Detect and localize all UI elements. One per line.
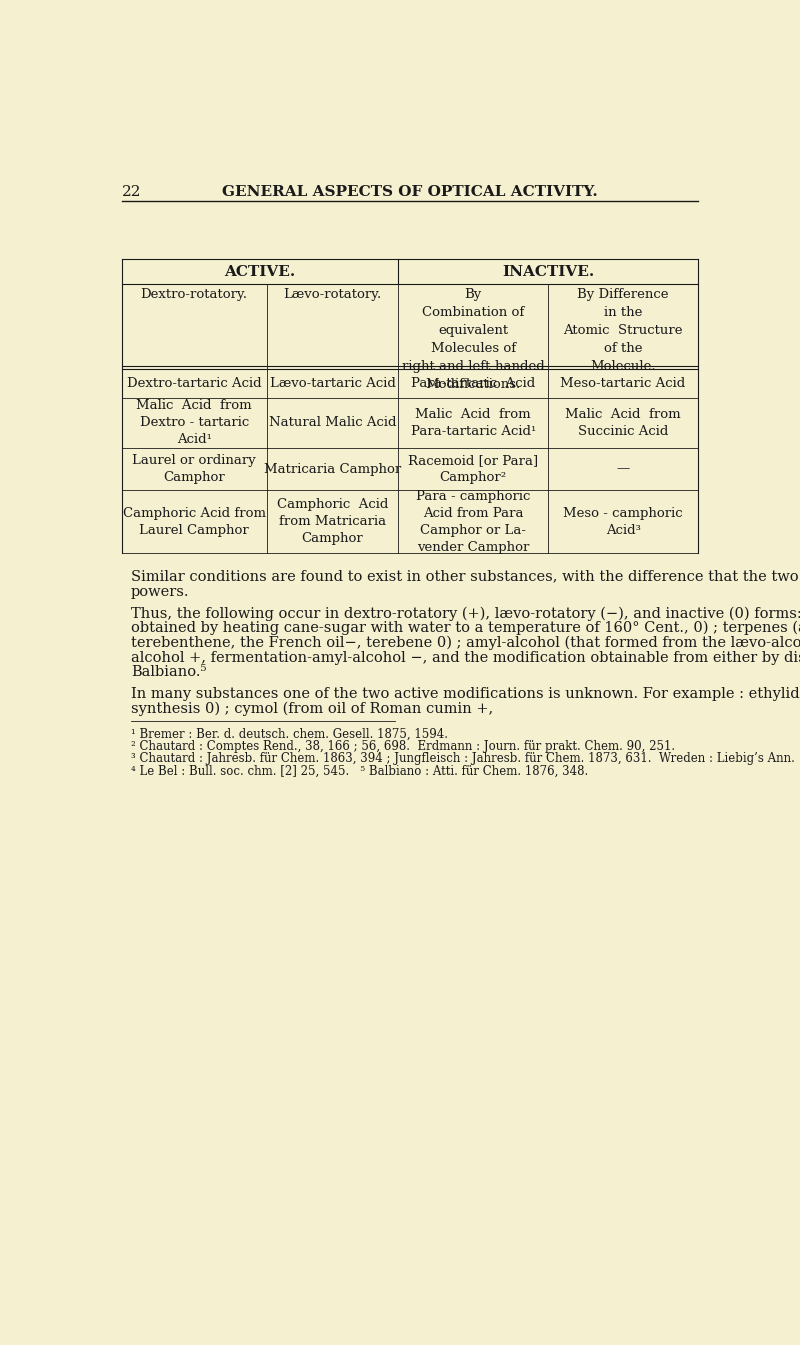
Text: synthesis 0) ; cymol (from oil of Roman cumin +,: synthesis 0) ; cymol (from oil of Roman … [131, 701, 494, 716]
Text: —: — [617, 463, 630, 476]
Text: Malic  Acid  from
Para-tartaric Acid¹: Malic Acid from Para-tartaric Acid¹ [410, 408, 536, 438]
Text: Racemoid [or Para]
Camphor²: Racemoid [or Para] Camphor² [408, 455, 538, 484]
Text: By Difference
in the
Atomic  Structure
of the
Molecule.: By Difference in the Atomic Structure of… [563, 288, 683, 374]
Text: ⁴ Le Bel : Bull. soc. chm. [2] 25, 545.   ⁵ Balbiano : Atti. für Chem. 1876, 348: ⁴ Le Bel : Bull. soc. chm. [2] 25, 545. … [131, 764, 588, 777]
Text: By
Combination of
equivalent
Molecules of
right and left-handed
Modifications.: By Combination of equivalent Molecules o… [402, 288, 545, 391]
Text: Meso - camphoric
Acid³: Meso - camphoric Acid³ [563, 507, 683, 537]
Text: INACTIVE.: INACTIVE. [502, 265, 594, 280]
Text: Balbiano.⁵: Balbiano.⁵ [131, 664, 206, 679]
Text: Para - camphoric
Acid from Para
Camphor or La-
vender Camphor: Para - camphoric Acid from Para Camphor … [416, 490, 530, 554]
Text: Dextro-tartaric Acid: Dextro-tartaric Acid [127, 377, 262, 390]
Text: Laurel or ordinary
Camphor: Laurel or ordinary Camphor [132, 455, 256, 484]
Text: Similar conditions are found to exist in other substances, with the difference t: Similar conditions are found to exist in… [131, 570, 800, 584]
Text: GENERAL ASPECTS OF OPTICAL ACTIVITY.: GENERAL ASPECTS OF OPTICAL ACTIVITY. [222, 184, 598, 199]
Text: Camphoric  Acid
from Matricaria
Camphor: Camphoric Acid from Matricaria Camphor [277, 498, 388, 545]
Text: Lævo-tartaric Acid: Lævo-tartaric Acid [270, 377, 395, 390]
Text: obtained by heating cane-sugar with water to a temperature of 160° Cent., 0) ; t: obtained by heating cane-sugar with wate… [131, 621, 800, 635]
Text: powers.: powers. [131, 585, 190, 599]
Text: Para-tartaric  Acid: Para-tartaric Acid [411, 377, 535, 390]
Text: Matricaria Camphor: Matricaria Camphor [264, 463, 401, 476]
Text: ² Chautard : Comptes Rend., 38, 166 ; 56, 698.  Erdmann : Journ. für prakt. Chem: ² Chautard : Comptes Rend., 38, 166 ; 56… [131, 740, 675, 753]
Text: 22: 22 [122, 184, 141, 199]
Text: ACTIVE.: ACTIVE. [225, 265, 296, 280]
Text: Lævo-rotatory.: Lævo-rotatory. [283, 288, 382, 301]
Text: Meso-tartaric Acid: Meso-tartaric Acid [561, 377, 686, 390]
Text: alcohol +, fermentation-amyl-alcohol −, and the modification obtainable from eit: alcohol +, fermentation-amyl-alcohol −, … [131, 651, 800, 666]
Text: terebenthene, the French oil−, terebene 0) ; amyl-alcohol (that formed from the : terebenthene, the French oil−, terebene … [131, 636, 800, 650]
Text: ³ Chautard : Jahresb. für Chem. 1863, 394 ; Jungfleisch : Jahresb. für Chem. 187: ³ Chautard : Jahresb. für Chem. 1863, 39… [131, 752, 800, 765]
Text: Thus, the following occur in dextro-rotatory (+), lævo-rotatory (−), and inactiv: Thus, the following occur in dextro-rota… [131, 607, 800, 621]
Text: In many substances one of the two active modifications is unknown. For example :: In many substances one of the two active… [131, 686, 800, 701]
Text: Camphoric Acid from
Laurel Camphor: Camphoric Acid from Laurel Camphor [122, 507, 266, 537]
Text: ¹ Bremer : Ber. d. deutsch. chem. Gesell. 1875, 1594.: ¹ Bremer : Ber. d. deutsch. chem. Gesell… [131, 728, 448, 740]
Text: Natural Malic Acid: Natural Malic Acid [269, 417, 396, 429]
Text: Malic  Acid  from
Succinic Acid: Malic Acid from Succinic Acid [566, 408, 681, 438]
Text: Malic  Acid  from
Dextro - tartaric
Acid¹: Malic Acid from Dextro - tartaric Acid¹ [136, 399, 252, 447]
Text: Dextro-rotatory.: Dextro-rotatory. [141, 288, 248, 301]
